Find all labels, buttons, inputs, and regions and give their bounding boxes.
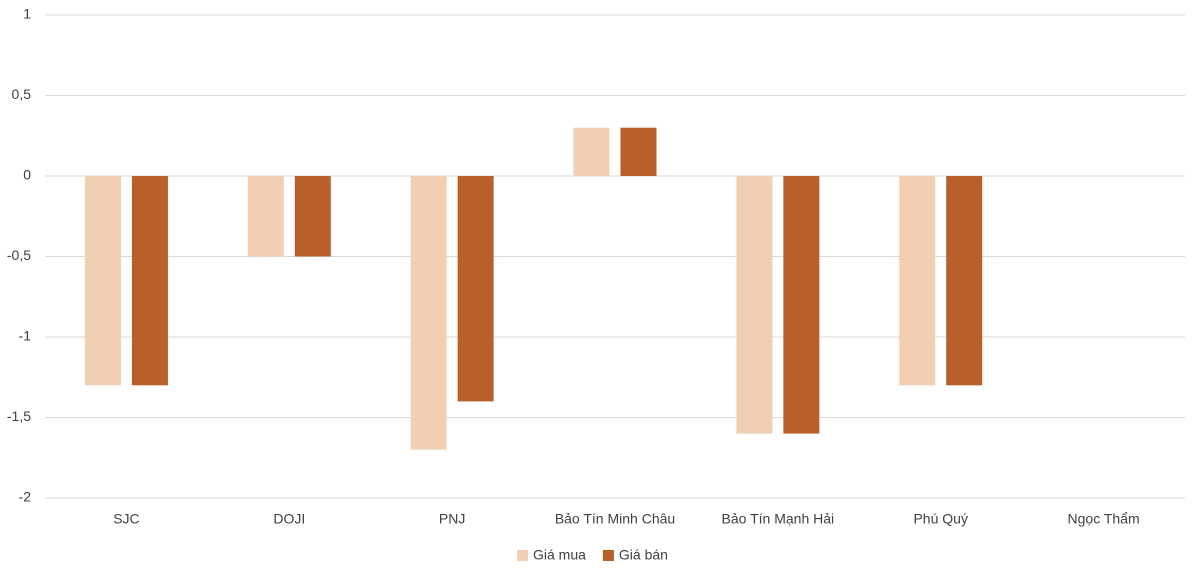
x-tick-label: PNJ <box>439 511 465 527</box>
bar <box>573 127 610 176</box>
y-tick-label: -0,5 <box>7 247 31 263</box>
bar <box>410 176 447 450</box>
bar <box>131 176 168 386</box>
legend-label: Giá bán <box>619 547 668 563</box>
bar <box>620 127 657 176</box>
bar <box>899 176 936 386</box>
y-tick-label: 1 <box>23 6 31 22</box>
x-tick-label: Bảo Tín Mạnh Hải <box>722 511 835 527</box>
x-tick-label: Phú Quý <box>913 511 967 527</box>
x-tick-label: Ngọc Thẩm <box>1068 511 1140 527</box>
x-tick-label: DOJI <box>273 511 305 527</box>
y-tick-label: 0,5 <box>12 86 32 102</box>
x-tick-label: SJC <box>113 511 139 527</box>
bar <box>84 176 121 386</box>
x-tick-label: Bảo Tín Minh Châu <box>555 511 675 527</box>
legend-label: Giá mua <box>533 547 586 563</box>
bar <box>457 176 494 402</box>
y-tick-label: -2 <box>19 489 32 505</box>
bar <box>946 176 983 386</box>
legend-swatch <box>517 550 528 561</box>
y-tick-label: -1,5 <box>7 408 31 424</box>
bar <box>294 176 331 257</box>
legend-swatch <box>602 550 614 561</box>
bar <box>736 176 773 434</box>
bar <box>783 176 820 434</box>
y-tick-label: -1 <box>19 328 32 344</box>
y-tick-label: 0 <box>23 167 31 183</box>
bar <box>247 176 284 257</box>
